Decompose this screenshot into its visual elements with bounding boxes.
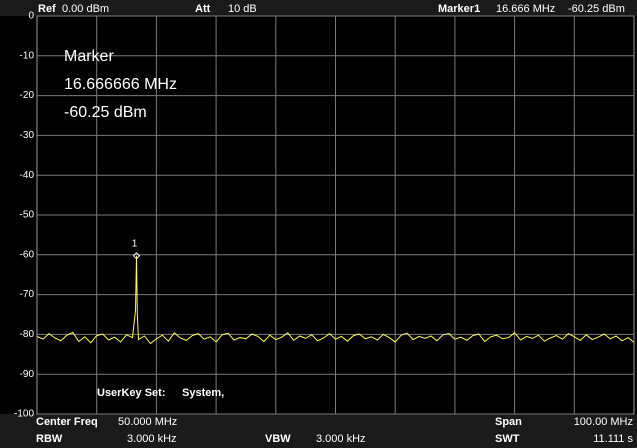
footer-bar	[0, 414, 637, 448]
userkey-label: UserKey Set:	[97, 387, 165, 399]
y-tick-label: -80	[20, 329, 35, 340]
readout-title: Marker	[64, 48, 114, 65]
rbw-value: 3.000 kHz	[127, 433, 177, 445]
center-label: Center Freq	[36, 416, 98, 428]
userkey-value: System,	[182, 387, 224, 399]
y-tick-label: -70	[20, 289, 35, 300]
y-tick-label: -50	[20, 210, 35, 221]
marker-freq: 16.666 MHz	[496, 3, 555, 15]
ref-label: Ref	[38, 3, 56, 15]
marker-number: 1	[132, 238, 138, 249]
y-tick-label: -100	[14, 409, 34, 420]
ref-value: 0.00 dBm	[62, 3, 109, 15]
grid	[37, 15, 634, 415]
rbw-label: RBW	[36, 433, 63, 445]
y-tick-label: -30	[20, 130, 35, 141]
swt-value: 11.111 s	[593, 433, 633, 445]
y-tick-label: -10	[20, 50, 35, 61]
readout-level: -60.25 dBm	[64, 104, 147, 121]
y-tick-label: -40	[20, 170, 35, 181]
trace	[36, 255, 635, 345]
vbw-value: 3.000 kHz	[316, 433, 366, 445]
y-tick-label: -60	[20, 249, 35, 260]
marker-point	[132, 252, 141, 260]
y-tick-label: 0	[28, 11, 34, 22]
att-value: 10 dB	[228, 3, 257, 15]
span-label: Span	[495, 416, 522, 428]
span-value: 100.00 MHz	[574, 416, 633, 428]
y-tick-label: -20	[20, 90, 35, 101]
readout-freq: 16.666666 MHz	[64, 76, 177, 93]
y-tick-label: -90	[20, 369, 35, 380]
vbw-label: VBW	[265, 433, 291, 445]
header-bar	[0, 0, 637, 16]
marker-label: Marker1	[438, 3, 480, 15]
swt-label: SWT	[495, 433, 520, 445]
att-label: Att	[195, 3, 211, 15]
marker-level: -60.25 dBm	[568, 3, 625, 15]
center-value: 50.000 MHz	[118, 416, 177, 428]
